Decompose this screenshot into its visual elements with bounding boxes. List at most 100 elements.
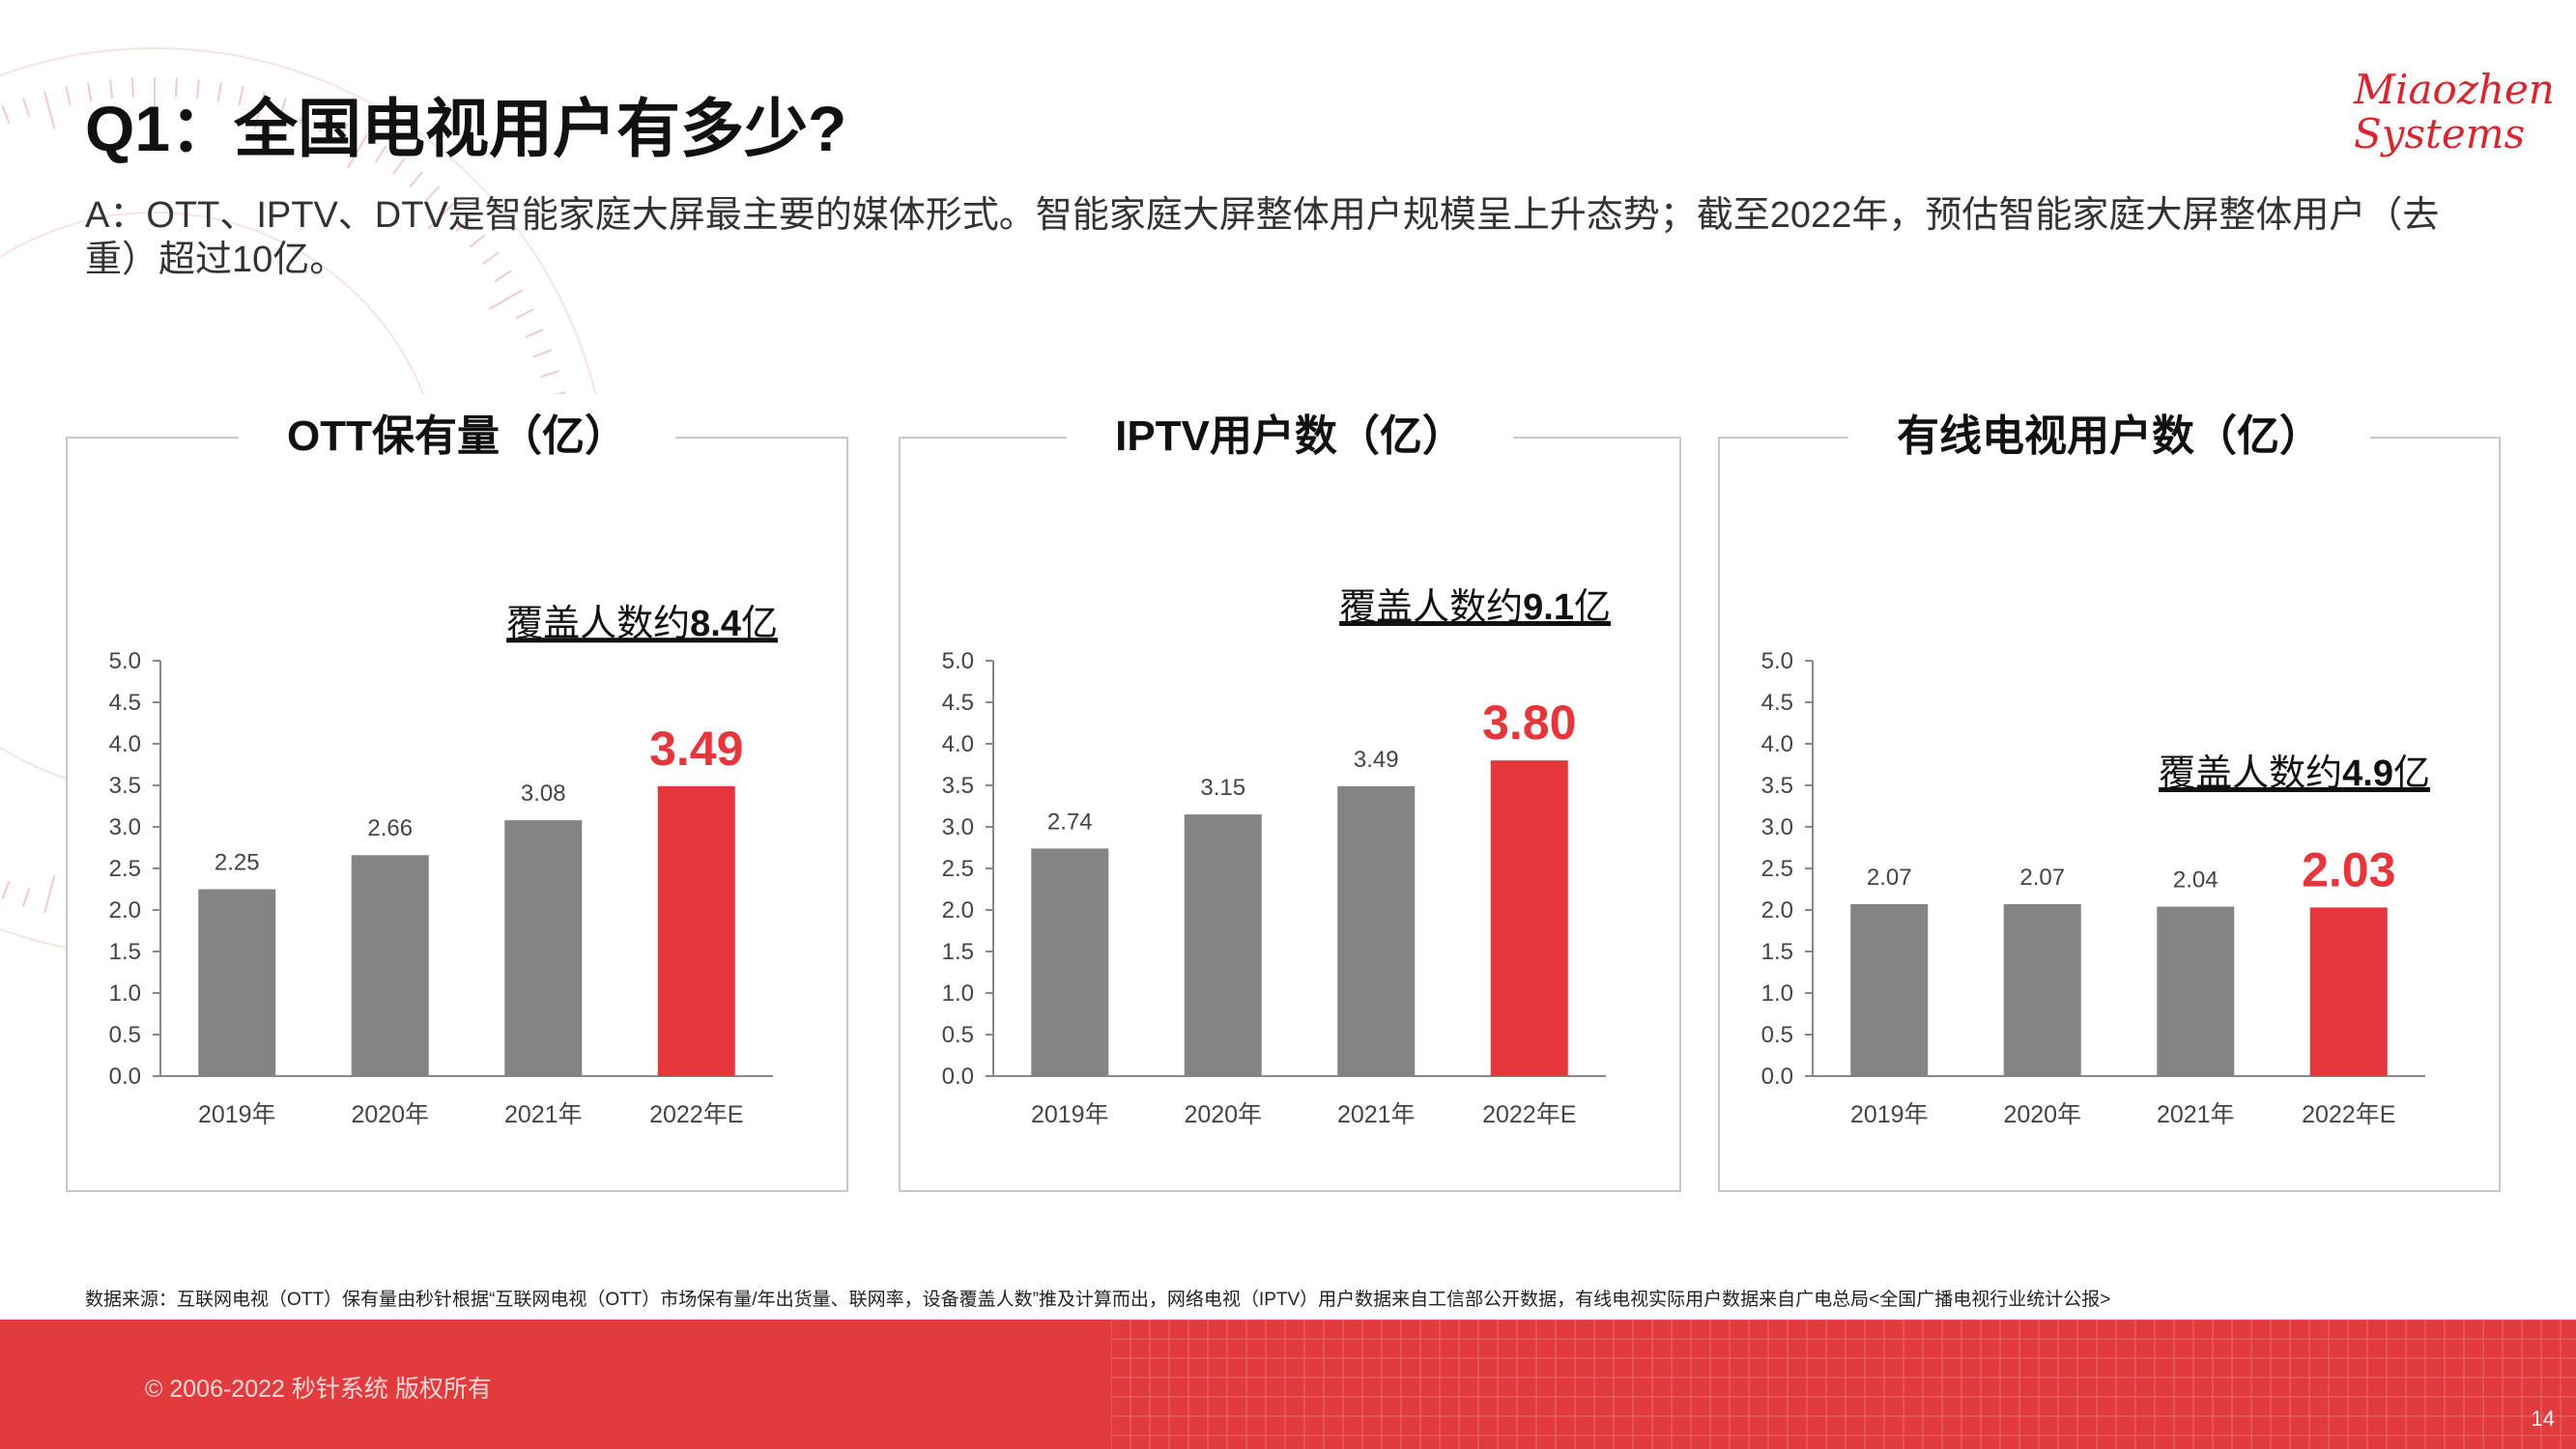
y-tick-label: 2.5 (942, 856, 974, 882)
y-tick-label: 1.0 (1761, 980, 1793, 1007)
y-tick-label: 1.0 (109, 980, 141, 1007)
logo-line-1: Miaozhen (2354, 66, 2555, 113)
bar-highlight (1490, 760, 1568, 1076)
data-label: 3.80 (1482, 696, 1576, 750)
x-tick-label: 2019年 (1850, 1101, 1929, 1128)
annotation-prefix: 覆盖人数约 (506, 604, 690, 644)
y-tick-label: 5.0 (942, 648, 974, 674)
page-number: 14 (2531, 1406, 2555, 1431)
annotation-prefix: 覆盖人数约 (1339, 587, 1523, 628)
y-tick-label: 4.0 (109, 731, 141, 757)
bar (1184, 814, 1262, 1076)
y-tick-label: 2.0 (1761, 897, 1793, 923)
x-tick-label: 2022年E (2302, 1101, 2395, 1128)
x-tick-label: 2019年 (198, 1101, 276, 1128)
annotation-prefix: 覆盖人数约 (2159, 753, 2342, 794)
y-tick-label: 1.5 (1761, 939, 1793, 965)
data-label: 2.25 (215, 850, 260, 876)
y-tick-label: 4.5 (1761, 690, 1793, 716)
annotation-value: 8.4 (690, 604, 741, 644)
y-tick-label: 0.0 (1761, 1064, 1793, 1090)
coverage-annotation: 覆盖人数约9.1亿 (1339, 587, 1611, 628)
x-tick-label: 2020年 (2003, 1101, 2081, 1128)
copyright-text: © 2006-2022 秒针系统 版权所有 (145, 1376, 492, 1403)
x-tick-label: 2021年 (504, 1101, 583, 1128)
coverage-annotation: 覆盖人数约4.9亿 (2159, 753, 2430, 794)
x-tick-label: 2021年 (1337, 1101, 1416, 1128)
y-tick-label: 2.5 (1761, 856, 1793, 882)
y-tick-label: 3.5 (1761, 773, 1793, 799)
x-tick-label: 2022年E (1482, 1101, 1576, 1128)
x-tick-label: 2020年 (351, 1101, 429, 1128)
bar (1337, 785, 1416, 1076)
y-tick-label: 0.0 (942, 1064, 974, 1090)
y-tick-label: 3.5 (109, 773, 141, 799)
chart-title-cable: 有线电视用户数（亿） (1848, 394, 2370, 479)
logo-line-2: Systems (2354, 110, 2526, 157)
annotation-value: 9.1 (1523, 587, 1574, 628)
x-tick-label: 2020年 (1184, 1101, 1262, 1128)
bar (2157, 906, 2235, 1076)
data-label: 3.08 (521, 781, 566, 807)
chart-title-iptv: IPTV用户数（亿） (1067, 394, 1513, 479)
bar (504, 820, 583, 1076)
chart-panel-iptv: IPTV用户数（亿） 0.0 0.5 1.0 1.5 2.0 2.5 3.0 3.5 4.0 4.… (899, 394, 1681, 1192)
y-tick-label: 3.0 (1761, 814, 1793, 840)
y-tick-label: 3.5 (942, 773, 974, 799)
x-tick-label: 2022年E (649, 1101, 743, 1128)
bar (1031, 848, 1109, 1076)
bar (1850, 903, 1929, 1076)
x-tick-label: 2019年 (1031, 1101, 1109, 1128)
chart-panel-ott: OTT保有量（亿） 0.0 0.5 1.0 1.5 2.0 2.5 3.0 3.5 4.0 4.5… (66, 394, 848, 1192)
coverage-annotation: 覆盖人数约8.4亿 (506, 604, 778, 644)
y-tick-label: 0.5 (1761, 1022, 1793, 1048)
y-tick-label: 5.0 (1761, 648, 1793, 674)
y-tick-label: 0.0 (109, 1064, 141, 1090)
bar (2003, 903, 2081, 1076)
data-label: 3.49 (1354, 747, 1399, 773)
data-label: 2.04 (2173, 867, 2218, 894)
bar-highlight (2309, 907, 2388, 1076)
y-tick-label: 3.0 (109, 814, 141, 840)
page-title: Q1：全国电视用户有多少? (85, 93, 847, 164)
annotation-suffix: 亿 (1574, 587, 1611, 628)
y-tick-label: 3.0 (942, 814, 974, 840)
data-label: 2.74 (1047, 809, 1093, 835)
data-label: 3.49 (649, 722, 743, 776)
x-tick-label: 2021年 (2157, 1101, 2235, 1128)
chart-title-ott: OTT保有量（亿） (239, 394, 675, 479)
annotation-suffix: 亿 (741, 604, 778, 644)
miaozhen-logo: Miaozhen Systems (2354, 66, 2555, 157)
annotation-value: 4.9 (2342, 753, 2393, 794)
y-tick-label: 4.5 (109, 690, 141, 716)
data-label: 2.66 (367, 815, 413, 841)
y-tick-label: 2.0 (942, 897, 974, 923)
data-label: 2.03 (2302, 842, 2395, 896)
y-tick-label: 4.0 (942, 731, 974, 757)
chart-panel-cable: 有线电视用户数（亿） 0.0 0.5 1.0 1.5 2.0 2.5 3.0 3.5 4.0 4.… (1718, 394, 2501, 1192)
chart-cable: 0.0 0.5 1.0 1.5 2.0 2.5 3.0 3.5 4.0 4.5 5.0 2.07 201… (1761, 648, 2430, 1128)
data-label: 2.07 (2019, 865, 2065, 891)
data-label: 2.07 (1867, 865, 1912, 891)
y-tick-label: 2.0 (109, 897, 141, 923)
data-label: 3.15 (1200, 775, 1245, 801)
y-tick-label: 5.0 (109, 648, 141, 674)
y-tick-label: 4.5 (942, 690, 974, 716)
chart-iptv: 0.0 0.5 1.0 1.5 2.0 2.5 3.0 3.5 4.0 4.5 5.0 2.74 201… (942, 587, 1611, 1128)
y-tick-label: 1.5 (942, 939, 974, 965)
data-source-note: 数据来源：互联网电视（OTT）保有量由秒针根据“互联网电视（OTT）市场保有量/… (85, 1290, 2111, 1310)
chart-ott: 0.0 0.5 1.0 1.5 2.0 2.5 3.0 3.5 4.0 4.5 5.0 2.25 201… (109, 604, 778, 1128)
footer-bar: © 2006-2022 秒针系统 版权所有 14 (0, 1320, 2576, 1449)
footer-grid-pattern (1111, 1320, 2576, 1449)
page-subtitle: A：OTT、IPTV、DTV是智能家庭大屏最主要的媒体形式。智能家庭大屏整体用户… (85, 195, 2440, 280)
annotation-suffix: 亿 (2393, 753, 2430, 794)
y-tick-label: 0.5 (109, 1022, 141, 1048)
y-tick-label: 4.0 (1761, 731, 1793, 757)
y-tick-label: 2.5 (109, 856, 141, 882)
y-tick-label: 1.0 (942, 980, 974, 1007)
y-tick-label: 0.5 (942, 1022, 974, 1048)
y-tick-label: 1.5 (109, 939, 141, 965)
bar (198, 889, 276, 1076)
bar (351, 855, 429, 1076)
bar-highlight (657, 785, 735, 1076)
